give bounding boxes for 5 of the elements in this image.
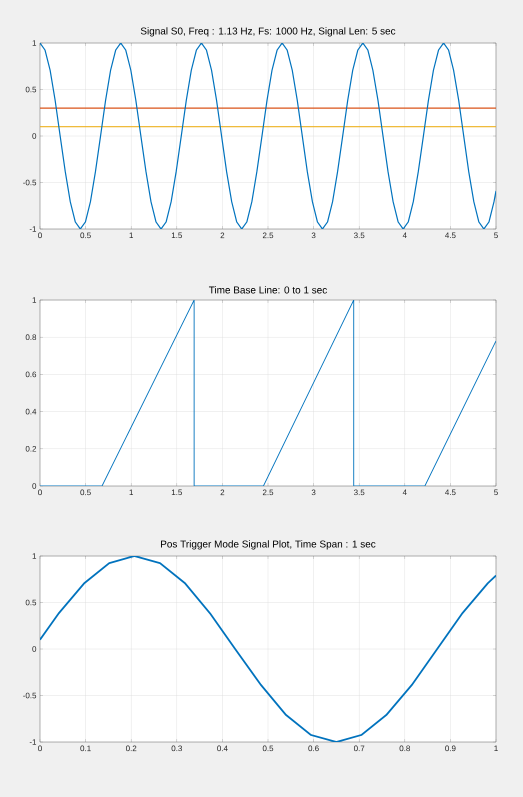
chart-title: Time Base Line: 0 to 1 sec xyxy=(208,286,327,294)
line-series xyxy=(40,43,496,230)
chart-title: Pos Trigger Mode Signal Plot, Time Span : 1 sec xyxy=(161,540,376,550)
line-series xyxy=(40,556,496,742)
chart-title: Signal S0, Freq : 1.13 Hz, Fs: 1000 Hz, Signal Len: 5 sec xyxy=(140,27,396,37)
